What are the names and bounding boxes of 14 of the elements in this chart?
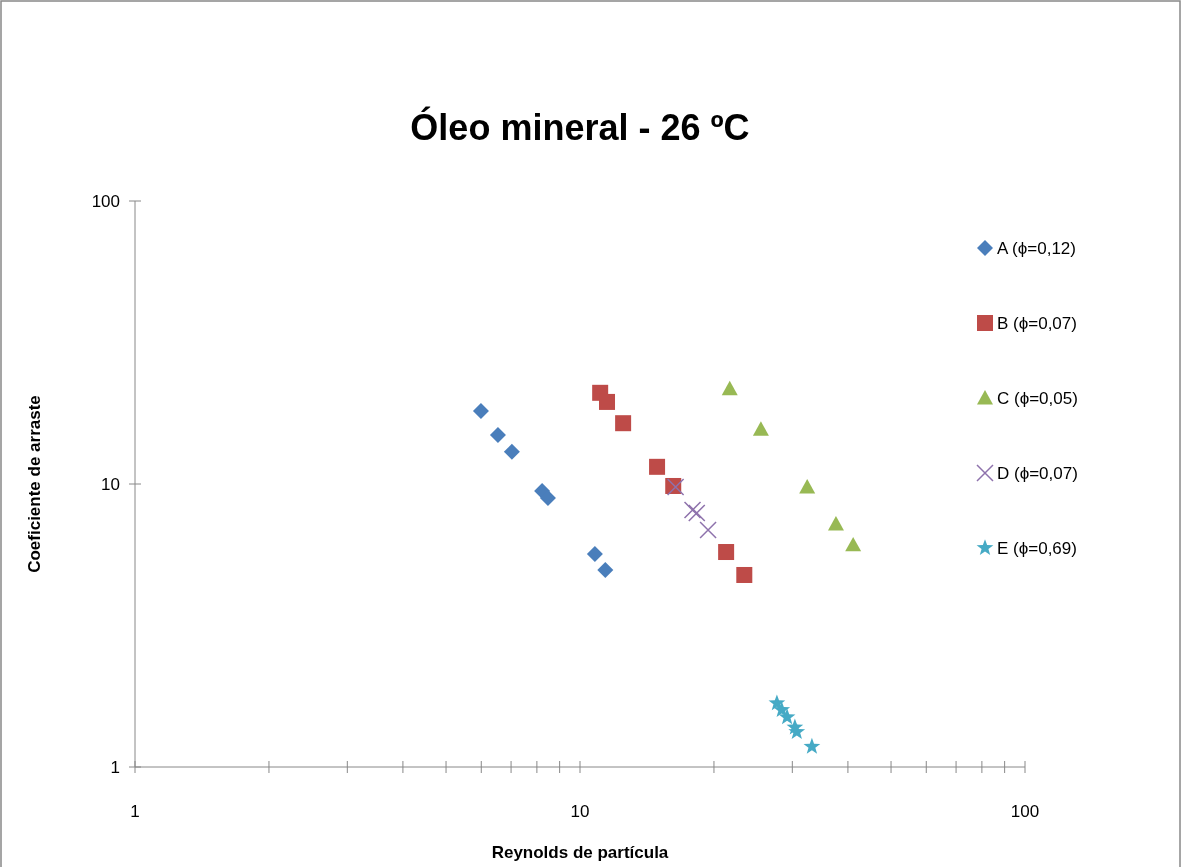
legend-label: D (ϕ=0,07) xyxy=(997,464,1078,483)
x-tick-label: 100 xyxy=(1010,802,1040,821)
legend-label: C (ϕ=0,05) xyxy=(997,389,1078,408)
y-tick-label: 10 xyxy=(101,475,120,494)
x-tick-label: 1 xyxy=(130,802,140,821)
legend-label: B (ϕ=0,07) xyxy=(997,314,1077,333)
legend-label: A (ϕ=0,12) xyxy=(997,239,1076,258)
y-tick-label: 100 xyxy=(91,192,120,211)
legend-label: E (ϕ=0,69) xyxy=(997,539,1077,558)
chart-title: Óleo mineral - 26 ºC xyxy=(410,106,750,148)
x-tick-label: 10 xyxy=(570,802,590,821)
x-axis-title: Reynolds de partícula xyxy=(491,843,669,862)
y-axis-title: Coeficiente de arraste xyxy=(25,395,44,573)
y-tick-label: 1 xyxy=(110,758,120,777)
